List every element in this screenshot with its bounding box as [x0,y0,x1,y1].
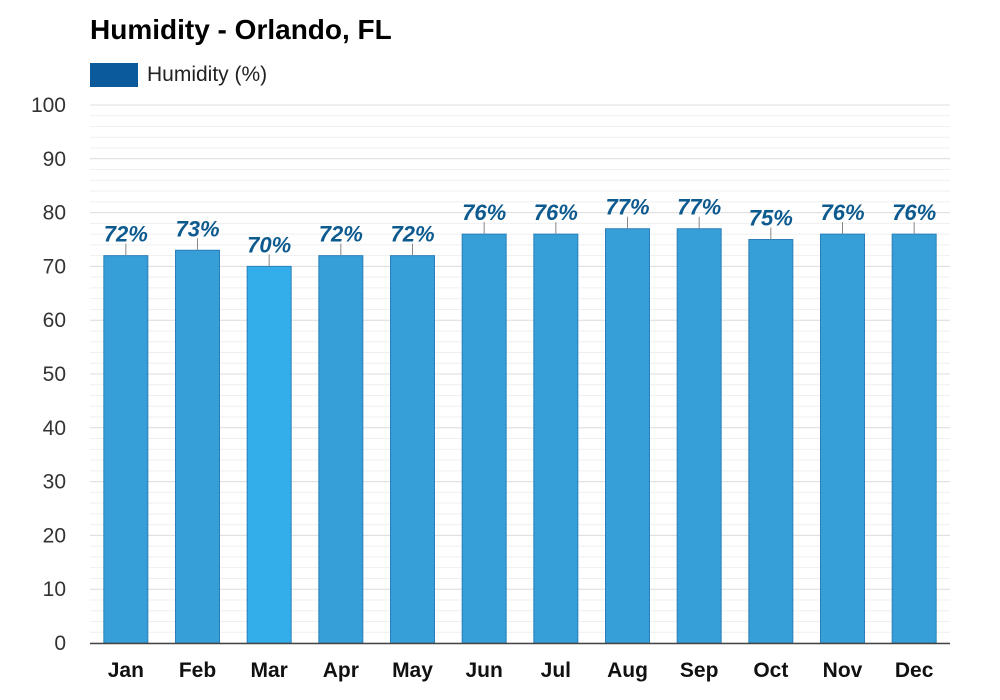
legend-label: Humidity (%) [147,63,268,86]
y-tick-label: 60 [43,309,66,332]
bar-apr [318,255,364,644]
y-tick-label: 90 [43,148,66,171]
data-label-mar: 70% [247,232,291,257]
grid-layer [90,104,950,644]
data-label-jun: 76% [462,200,506,225]
data-label-aug: 77% [605,195,649,220]
bar-feb [175,249,220,644]
bar-jan [103,255,149,644]
data-label-may: 72% [390,222,434,247]
x-axis: Jan Feb Mar Apr May Jun Jul Aug Sep Oct Nov Dec [90,642,950,682]
x-tick-label-mar: Mar [250,659,287,682]
bar-aug [605,228,650,644]
y-tick-label: 30 [43,471,66,494]
y-tick-label: 100 [31,94,66,117]
y-tick-label: 20 [43,524,66,547]
x-tick-label-jun: Jun [465,659,502,682]
bar-jul [533,233,579,644]
data-label-feb: 73% [175,216,219,241]
y-tick-label: 40 [43,417,66,440]
y-axis: 0 10 20 30 40 50 60 70 80 90 100 [31,94,66,655]
data-label-jan: 72% [104,222,148,247]
x-tick-label-dec: Dec [895,659,934,682]
data-label-apr: 72% [319,222,363,247]
bar-jun [461,233,507,644]
bar-oct [748,239,794,644]
x-tick-label-aug: Aug [607,659,648,682]
x-tick-label-feb: Feb [179,659,216,682]
bar-mar [246,265,292,644]
bar-sep [676,228,722,644]
data-label-dec: 76% [892,200,936,225]
x-tick-label-nov: Nov [823,659,863,682]
data-label-jul: 76% [534,200,578,225]
y-tick-label: 10 [43,578,66,601]
data-label-nov: 76% [820,200,864,225]
x-tick-label-oct: Oct [753,659,788,682]
x-tick-label-may: May [392,659,433,682]
y-tick-label: 80 [43,202,66,225]
x-tick-label-jan: Jan [108,659,144,682]
x-tick-label-apr: Apr [323,659,359,682]
bars: 72% 73% 70% 72% 72% 76% 76% 77% 77% 75% 76% 76% [103,195,937,644]
y-tick-label: 70 [43,255,66,278]
bar-dec [891,233,937,644]
data-label-oct: 75% [749,206,793,231]
bar-nov [820,233,865,644]
y-tick-label: 0 [54,632,66,655]
y-tick-label: 50 [43,363,66,386]
bar-may [390,255,435,644]
data-label-sep: 77% [677,195,721,220]
chart-title: Humidity - Orlando, FL [90,14,392,45]
legend-swatch [90,63,138,87]
x-tick-label-jul: Jul [541,659,571,682]
legend: Humidity (%) [90,62,267,88]
x-tick-label-sep: Sep [680,659,719,682]
